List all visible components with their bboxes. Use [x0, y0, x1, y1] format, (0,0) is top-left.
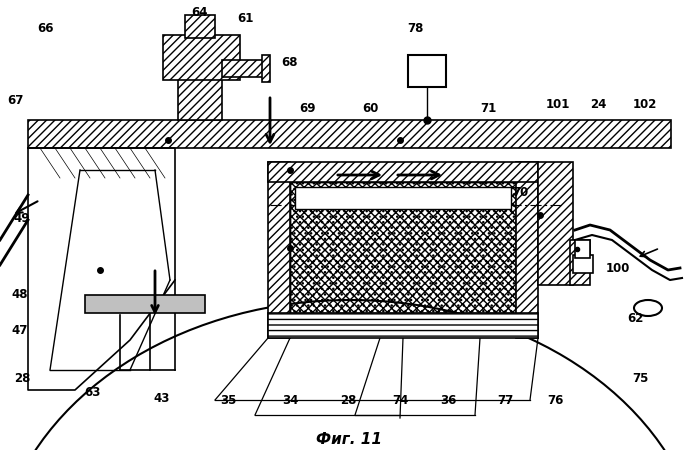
Text: 28: 28 — [14, 372, 30, 384]
Bar — [295, 187, 511, 209]
Text: 69: 69 — [300, 102, 316, 114]
Text: 60: 60 — [362, 102, 378, 114]
Text: 24: 24 — [590, 99, 606, 112]
Bar — [268, 313, 538, 338]
Text: 68: 68 — [282, 55, 298, 68]
Text: 48: 48 — [12, 288, 28, 302]
Polygon shape — [28, 148, 175, 390]
Text: 47: 47 — [12, 324, 28, 337]
Ellipse shape — [634, 300, 662, 316]
Bar — [570, 240, 590, 285]
Text: 70: 70 — [512, 185, 528, 198]
Bar — [573, 255, 593, 273]
Text: 66: 66 — [37, 22, 53, 35]
Text: 28: 28 — [340, 393, 356, 406]
Text: 67: 67 — [7, 94, 23, 107]
Text: 76: 76 — [547, 393, 563, 406]
Text: Фиг. 11: Фиг. 11 — [316, 432, 382, 447]
Bar — [516, 162, 538, 338]
Bar — [222, 60, 268, 77]
Bar — [178, 55, 222, 120]
Text: 78: 78 — [407, 22, 423, 35]
Text: 62: 62 — [627, 311, 643, 324]
Bar — [268, 162, 538, 182]
Bar — [538, 162, 573, 285]
Text: 49: 49 — [14, 212, 30, 225]
Text: 77: 77 — [497, 393, 513, 406]
Text: 102: 102 — [633, 99, 657, 112]
Bar — [85, 295, 205, 313]
Bar — [290, 182, 516, 313]
Bar — [262, 55, 270, 82]
Text: 63: 63 — [84, 386, 100, 399]
Text: 101: 101 — [546, 99, 570, 112]
Text: 43: 43 — [154, 392, 170, 405]
Bar — [408, 55, 446, 87]
Text: 34: 34 — [282, 393, 298, 406]
Bar — [185, 15, 215, 38]
Text: 61: 61 — [237, 12, 253, 24]
Text: 71: 71 — [480, 102, 496, 114]
Text: 36: 36 — [440, 393, 456, 406]
Text: 75: 75 — [632, 372, 648, 384]
Text: 35: 35 — [219, 393, 236, 406]
Bar — [268, 162, 290, 338]
Text: 100: 100 — [606, 261, 630, 274]
Bar — [575, 240, 590, 258]
Bar — [28, 120, 671, 148]
Bar — [163, 35, 240, 80]
Text: 64: 64 — [192, 5, 208, 18]
Text: 74: 74 — [392, 393, 408, 406]
Bar — [290, 182, 516, 313]
